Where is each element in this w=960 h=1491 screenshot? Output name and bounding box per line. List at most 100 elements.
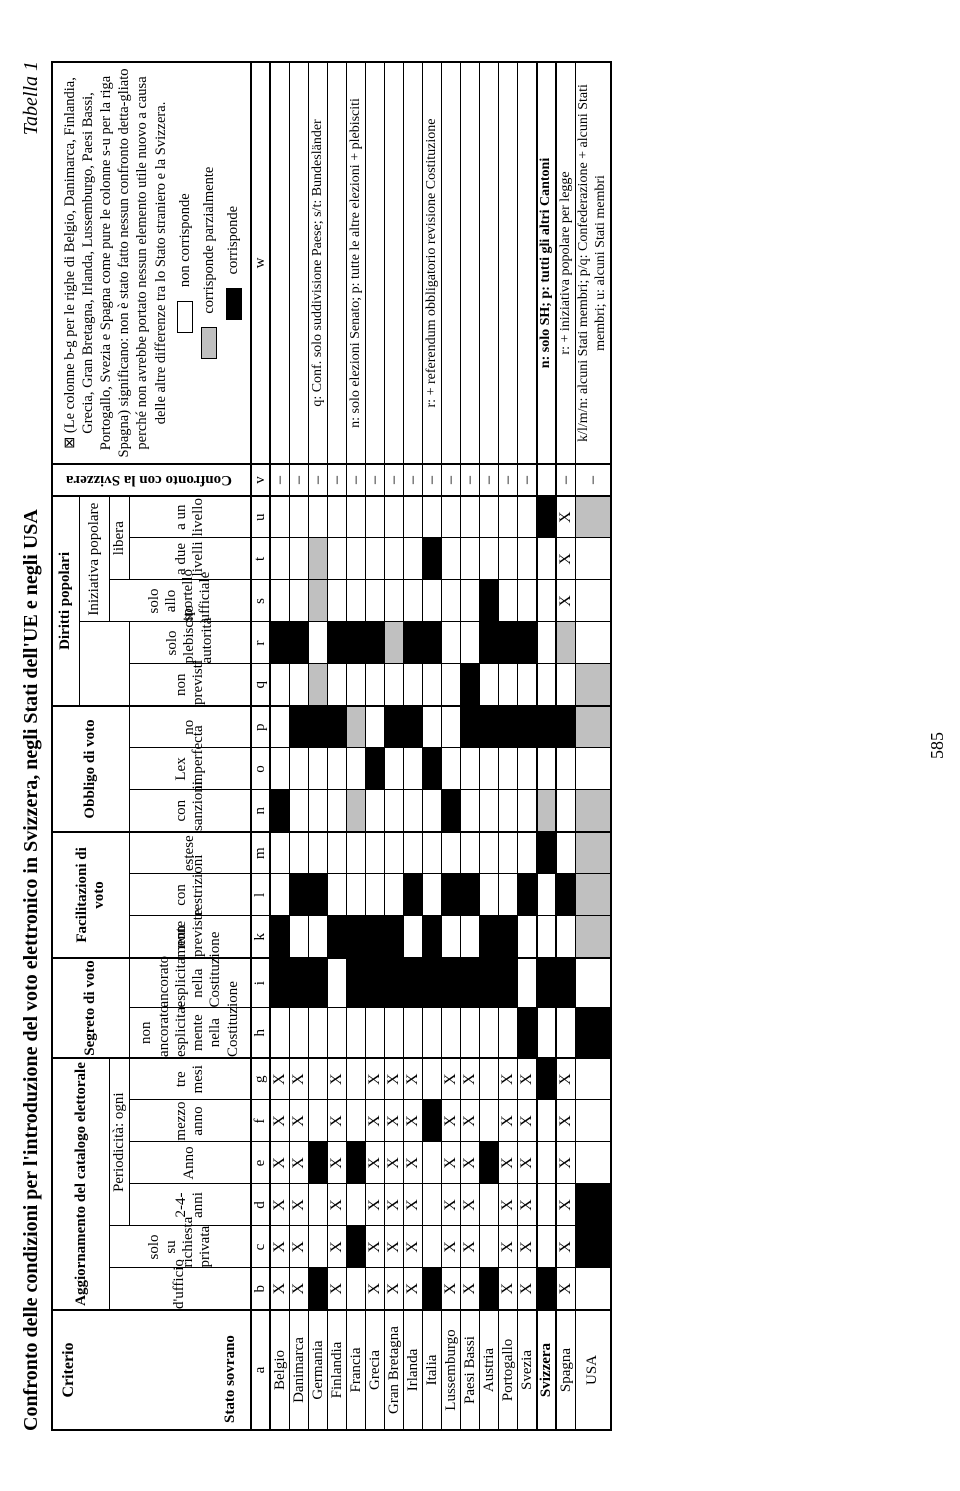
cell-q xyxy=(556,664,576,706)
cell-i xyxy=(328,958,347,1008)
col-q-label: non previsti xyxy=(130,664,252,706)
cell-d: X xyxy=(385,1184,404,1226)
cell-p xyxy=(576,706,611,748)
cell-p xyxy=(366,706,385,748)
cell-p xyxy=(270,706,290,748)
cell-o xyxy=(366,748,385,790)
cell-e: X xyxy=(518,1142,538,1184)
cell-q xyxy=(404,664,423,706)
cell-t xyxy=(328,538,347,580)
cell-v: – xyxy=(518,464,538,496)
cell-h xyxy=(537,1008,556,1058)
cell-r xyxy=(328,622,347,664)
col-code-f: f xyxy=(251,1100,270,1142)
cell-r xyxy=(480,622,499,664)
country-name: USA xyxy=(576,1310,611,1430)
col-g-label: tre mesi xyxy=(130,1058,252,1100)
cell-o xyxy=(442,748,461,790)
cell-p xyxy=(518,706,538,748)
cell-e: X xyxy=(461,1142,480,1184)
cell-s xyxy=(309,580,328,622)
rotated-container: Confronto delle condizioni per l'introdu… xyxy=(0,0,960,1491)
cell-e: X xyxy=(385,1142,404,1184)
col-code-h: h xyxy=(251,1008,270,1058)
cell-c: X xyxy=(290,1226,309,1268)
cell-m xyxy=(328,832,347,874)
table-row: Gran BretagnaXXXXXX– xyxy=(385,62,404,1430)
cell-o xyxy=(461,748,480,790)
cell-f xyxy=(423,1100,442,1142)
cell-t xyxy=(385,538,404,580)
country-name: Paesi Bassi xyxy=(461,1310,480,1430)
cell-t xyxy=(442,538,461,580)
cell-v: – xyxy=(556,464,576,496)
cell-k xyxy=(518,916,538,958)
cell-b: X xyxy=(404,1268,423,1310)
cell-g xyxy=(347,1058,366,1100)
cell-l xyxy=(290,874,309,916)
cell-c xyxy=(423,1226,442,1268)
group-aggiornamento: Aggiornamento del catalogo elettorale xyxy=(52,1058,110,1310)
cell-q xyxy=(290,664,309,706)
cell-i xyxy=(480,958,499,1008)
cell-p xyxy=(556,706,576,748)
col-code-i: i xyxy=(251,958,270,1008)
group-facilitazioni: Facilitazioni di voto xyxy=(52,832,130,958)
cell-i xyxy=(442,958,461,1008)
cell-w: n: solo SH; p: tutti gli altri Cantoni xyxy=(537,62,556,464)
cell-e: X xyxy=(499,1142,518,1184)
cell-p xyxy=(499,706,518,748)
cell-u xyxy=(366,496,385,538)
cell-e: X xyxy=(442,1142,461,1184)
cell-i xyxy=(290,958,309,1008)
cell-g: X xyxy=(385,1058,404,1100)
cell-l xyxy=(309,874,328,916)
cell-t xyxy=(461,538,480,580)
cell-q xyxy=(499,664,518,706)
page-title: Confronto delle condizioni per l'introdu… xyxy=(20,509,43,1431)
cell-m xyxy=(423,832,442,874)
cell-b xyxy=(576,1268,611,1310)
col-b-label: d'ufficio xyxy=(110,1268,252,1310)
cell-g: X xyxy=(499,1058,518,1100)
cell-u xyxy=(385,496,404,538)
cell-c: X xyxy=(518,1226,538,1268)
content-area: Confronto delle condizioni per l'introdu… xyxy=(20,61,920,1431)
cell-b: X xyxy=(385,1268,404,1310)
cell-d: X xyxy=(499,1184,518,1226)
col-l-label: con restrizioni xyxy=(130,874,252,916)
cell-r xyxy=(385,622,404,664)
cell-g: X xyxy=(290,1058,309,1100)
country-name: Svezia xyxy=(518,1310,538,1430)
cell-o xyxy=(518,748,538,790)
cell-o xyxy=(537,748,556,790)
cell-v: – xyxy=(385,464,404,496)
cell-q xyxy=(442,664,461,706)
cell-u xyxy=(442,496,461,538)
column-code-row: abcdefghiklmnopqrstuvw xyxy=(251,62,270,1430)
cell-l xyxy=(347,874,366,916)
cell-b: X xyxy=(442,1268,461,1310)
cell-d: X xyxy=(461,1184,480,1226)
cell-f xyxy=(480,1100,499,1142)
criterio-header: Criterio Stato sovrano xyxy=(52,1310,251,1430)
cell-c: X xyxy=(556,1226,576,1268)
cell-c: X xyxy=(328,1226,347,1268)
cell-b: X xyxy=(290,1268,309,1310)
cell-f: X xyxy=(328,1100,347,1142)
cell-v: – xyxy=(576,464,611,496)
cell-e xyxy=(480,1142,499,1184)
col-code-s: s xyxy=(251,580,270,622)
country-name: Gran Bretagna xyxy=(385,1310,404,1430)
cell-m xyxy=(537,832,556,874)
cell-c: X xyxy=(461,1226,480,1268)
cell-d: X xyxy=(328,1184,347,1226)
cell-p xyxy=(347,706,366,748)
cell-b: X xyxy=(499,1268,518,1310)
cell-g: X xyxy=(518,1058,538,1100)
cell-c xyxy=(480,1226,499,1268)
cell-l xyxy=(556,874,576,916)
cell-n xyxy=(290,790,309,832)
cell-k xyxy=(385,916,404,958)
col-code-e: e xyxy=(251,1142,270,1184)
